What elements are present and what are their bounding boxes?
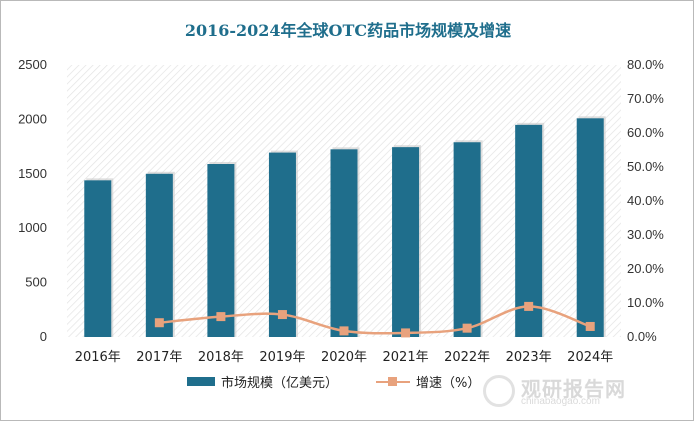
growth-point-2017年 bbox=[154, 318, 164, 328]
x-tick: 2021年 bbox=[383, 350, 429, 365]
growth-point-2022年 bbox=[462, 323, 472, 333]
bar-2022年 bbox=[453, 142, 481, 337]
watermark-cn: 观研报告网 bbox=[521, 377, 626, 401]
legend-item-line: 增速（%） bbox=[376, 372, 480, 391]
x-tick: 2018年 bbox=[198, 350, 244, 365]
growth-point-2021年 bbox=[401, 328, 411, 338]
y-left-tick: 500 bbox=[25, 275, 47, 290]
growth-point-2018年 bbox=[216, 312, 226, 322]
y-right-tick: 30.0% bbox=[627, 227, 664, 242]
x-tick: 2017年 bbox=[136, 350, 182, 365]
y-right-tick: 70.0% bbox=[627, 91, 664, 106]
legend-item-bar: 市场规模（亿美元） bbox=[187, 372, 338, 391]
y-right-tick: 40.0% bbox=[627, 193, 664, 208]
watermark: 观研报告网 chinabaogao.com bbox=[479, 373, 679, 413]
y-right-tick: 50.0% bbox=[627, 159, 664, 174]
y-right-tick: 80.0% bbox=[627, 57, 664, 72]
y-left-tick: 1000 bbox=[18, 220, 47, 235]
legend-label-line: 增速（%） bbox=[416, 376, 481, 391]
growth-point-2019年 bbox=[277, 310, 287, 320]
y-left-tick: 2000 bbox=[18, 111, 47, 126]
chart-legend: 市场规模（亿美元） 增速（%） bbox=[187, 372, 518, 391]
growth-point-2023年 bbox=[524, 301, 534, 311]
bar-2018年 bbox=[207, 164, 235, 337]
bar-2023年 bbox=[515, 124, 543, 337]
legend-label-bar: 市场规模（亿美元） bbox=[221, 376, 339, 391]
y-right-tick: 60.0% bbox=[627, 125, 664, 140]
bar-2017年 bbox=[145, 173, 173, 337]
bar-2019年 bbox=[268, 152, 296, 337]
x-tick: 2019年 bbox=[259, 350, 305, 365]
bar-2024年 bbox=[576, 118, 604, 337]
y-right-tick: 0.0% bbox=[627, 329, 657, 344]
x-tick: 2020年 bbox=[321, 350, 367, 365]
y-left-tick: 1500 bbox=[18, 166, 47, 181]
chart-title: 2016-2024年全球OTC药品市场规模及增速 bbox=[184, 21, 512, 40]
legend-swatch-line bbox=[376, 376, 411, 388]
bar-2021年 bbox=[392, 147, 420, 337]
growth-point-2020年 bbox=[339, 326, 349, 336]
legend-swatch-bar bbox=[187, 377, 215, 386]
x-tick: 2023年 bbox=[506, 350, 552, 365]
bar-2020年 bbox=[330, 149, 358, 337]
growth-point-2024年 bbox=[585, 321, 595, 331]
y-right-tick: 20.0% bbox=[627, 261, 664, 276]
x-tick: 2022年 bbox=[444, 350, 490, 365]
x-tick: 2024年 bbox=[567, 350, 613, 365]
y-left-tick: 0 bbox=[40, 329, 47, 344]
watermark-logo-icon bbox=[483, 375, 515, 407]
bar-2016年 bbox=[84, 180, 112, 337]
y-left-tick: 2500 bbox=[18, 57, 47, 72]
watermark-en: chinabaogao.com bbox=[521, 396, 600, 407]
y-right-tick: 10.0% bbox=[627, 295, 664, 310]
x-tick: 2016年 bbox=[75, 350, 121, 365]
